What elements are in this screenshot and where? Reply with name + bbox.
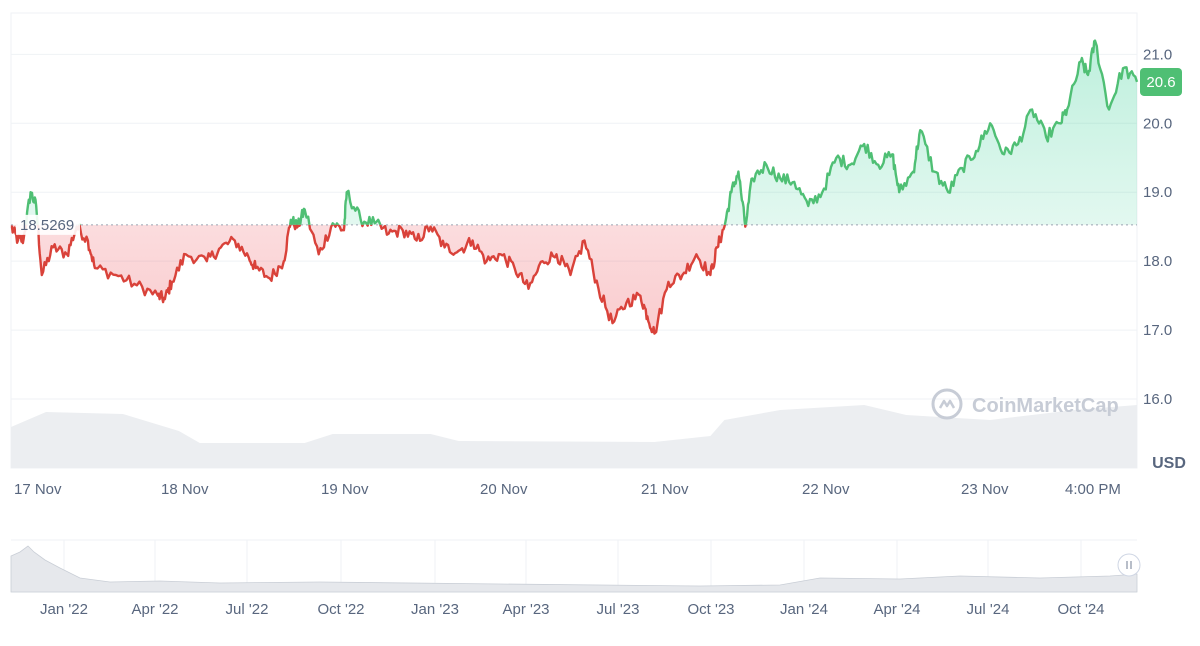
y-axis: 16.0 17.0 18.0 19.0 20.0 21.0 xyxy=(1143,46,1172,408)
currency-label: USD xyxy=(1152,455,1186,472)
x-tick-label: 4:00 PM xyxy=(1065,481,1121,498)
range-navigator[interactable]: Jan '22 Apr '22 Jul '22 Oct '22 Jan '23 Apr '… xyxy=(10,539,1141,618)
y-tick-label: 16.0 xyxy=(1143,391,1172,408)
x-tick-label: 19 Nov xyxy=(321,481,369,498)
navigator-area xyxy=(10,545,1138,593)
baseline-value: 18.5269 xyxy=(20,217,74,234)
y-tick-label: 20.0 xyxy=(1143,115,1172,132)
x-axis: 17 Nov 18 Nov 19 Nov 20 Nov 21 Nov 22 Nov 23 N… xyxy=(14,481,1121,498)
current-price-value: 20.6 xyxy=(1146,74,1175,91)
navigator-tick-label: Jul '24 xyxy=(967,601,1010,618)
range-handle[interactable] xyxy=(1117,553,1141,577)
x-tick-label: 23 Nov xyxy=(961,481,1009,498)
navigator-tick-label: Jan '24 xyxy=(780,601,828,618)
navigator-tick-label: Jan '22 xyxy=(40,601,88,618)
y-tick-label: 19.0 xyxy=(1143,184,1172,201)
baseline-label: 18.5269 xyxy=(16,214,80,235)
y-tick-label: 18.0 xyxy=(1143,253,1172,270)
navigator-tick-label: Oct '22 xyxy=(317,601,364,618)
price-line-up xyxy=(25,39,1139,225)
x-tick-label: 21 Nov xyxy=(641,481,689,498)
navigator-tick-label: Jul '23 xyxy=(597,601,640,618)
navigator-x-axis: Jan '22 Apr '22 Jul '22 Oct '22 Jan '23 Apr '… xyxy=(40,601,1104,618)
x-tick-label: 22 Nov xyxy=(802,481,850,498)
x-tick-label: 17 Nov xyxy=(14,481,62,498)
navigator-tick-label: Apr '24 xyxy=(873,601,920,618)
x-tick-label: 20 Nov xyxy=(480,481,528,498)
coinmarketcap-logo-icon xyxy=(931,388,963,420)
price-line-down xyxy=(10,224,747,335)
watermark-text: CoinMarketCap xyxy=(972,395,1119,417)
area-above-baseline xyxy=(26,40,1137,225)
navigator-tick-label: Oct '24 xyxy=(1057,601,1104,618)
area-below-baseline xyxy=(11,224,1137,334)
y-tick-label: 17.0 xyxy=(1143,322,1172,339)
navigator-tick-label: Apr '23 xyxy=(502,601,549,618)
volume-area xyxy=(11,405,1137,468)
watermark: CoinMarketCap xyxy=(931,388,1119,420)
navigator-tick-label: Apr '22 xyxy=(131,601,178,618)
pause-handle-icon xyxy=(1126,561,1132,569)
current-price-badge: 20.6 xyxy=(1140,67,1182,96)
navigator-tick-label: Jul '22 xyxy=(226,601,269,618)
x-tick-label: 18 Nov xyxy=(161,481,209,498)
y-tick-label: 21.0 xyxy=(1143,46,1172,63)
navigator-tick-label: Jan '23 xyxy=(411,601,459,618)
navigator-tick-label: Oct '23 xyxy=(687,601,734,618)
